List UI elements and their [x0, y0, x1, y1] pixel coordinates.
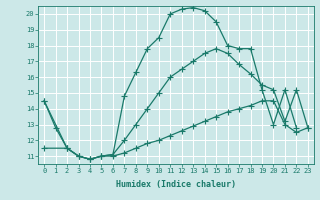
X-axis label: Humidex (Indice chaleur): Humidex (Indice chaleur) — [116, 180, 236, 189]
